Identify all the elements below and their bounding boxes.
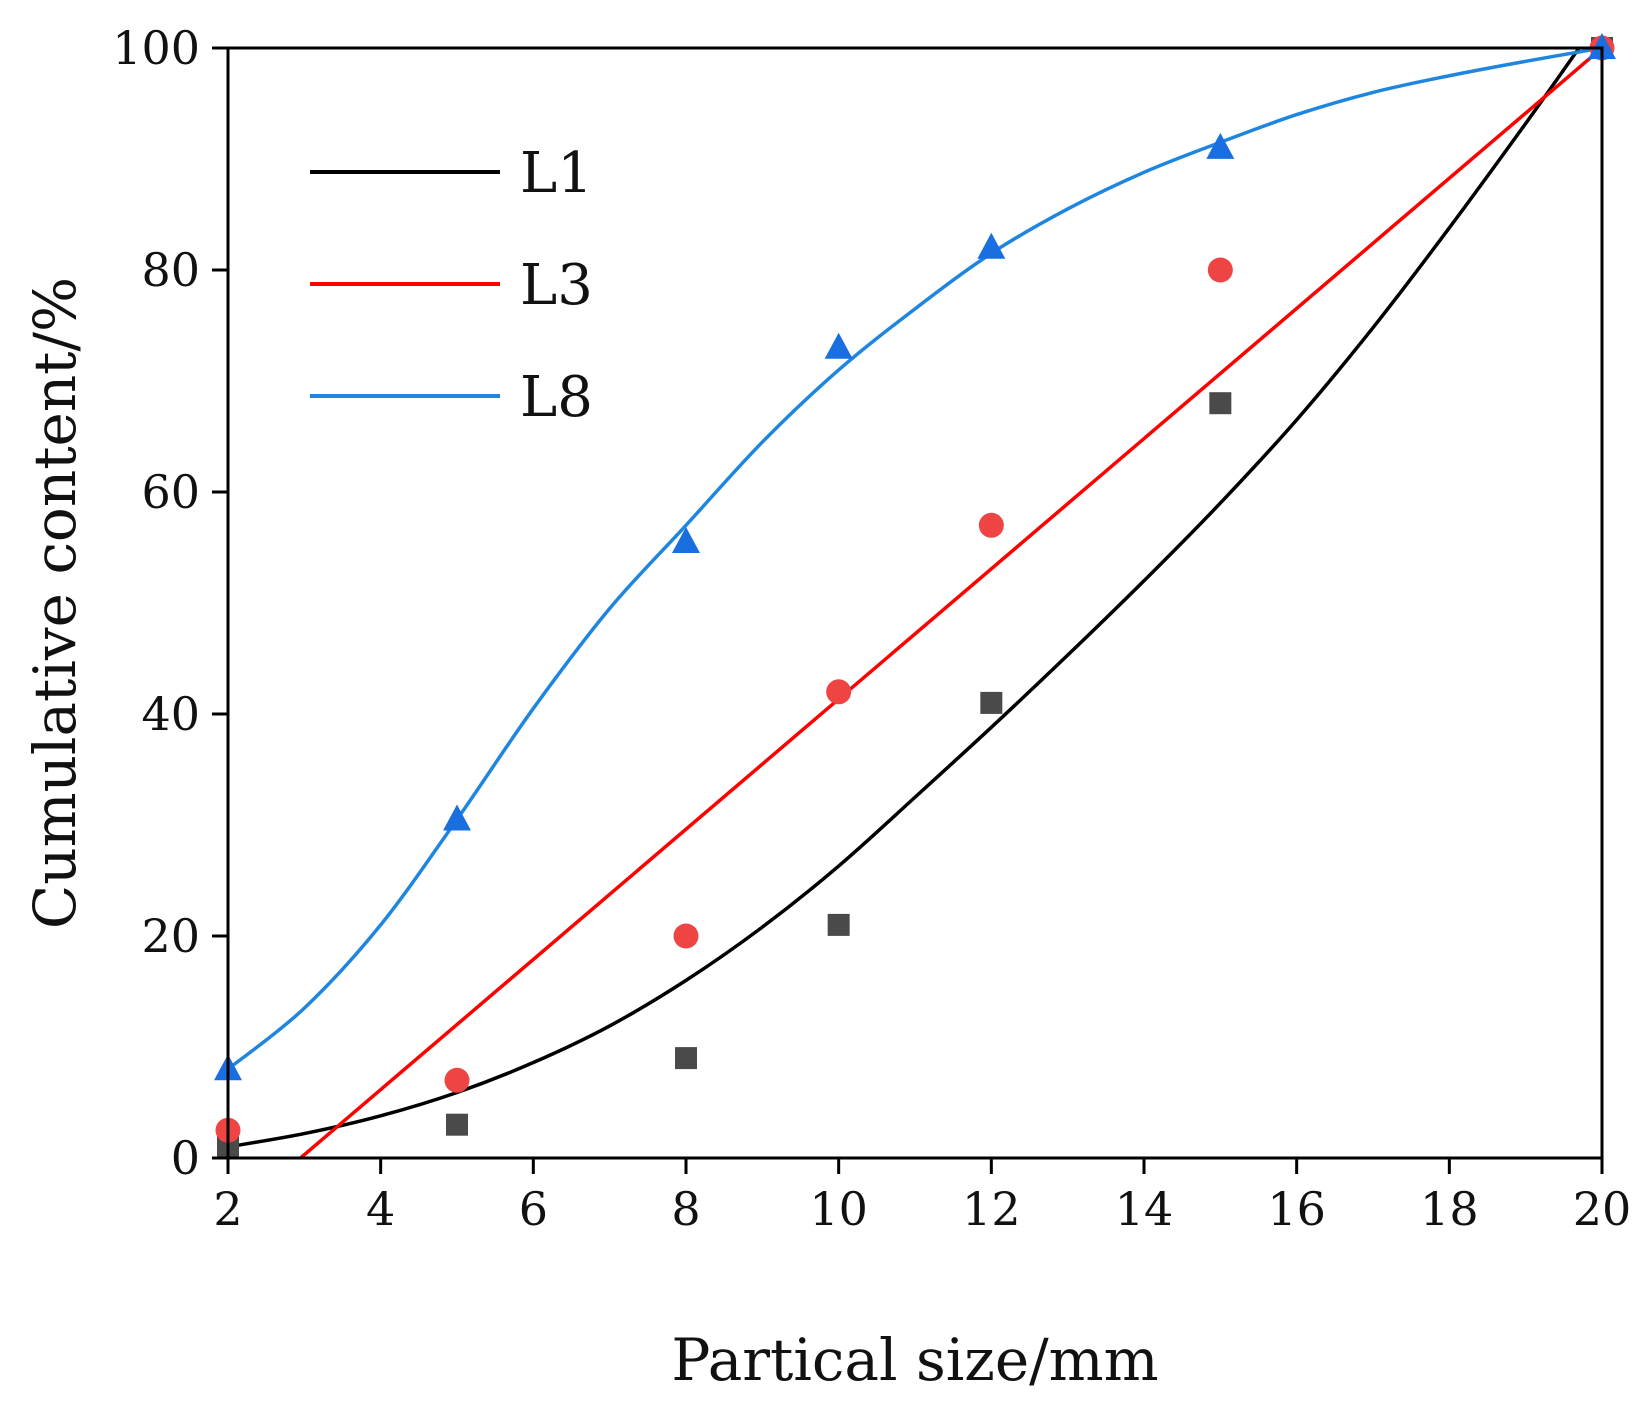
legend: L1 L3 L8 <box>310 141 593 430</box>
y-axis-title: Cumulative content/% <box>21 277 89 929</box>
y-tick-label: 60 <box>141 465 200 519</box>
fit-line-l3 <box>299 48 1602 1158</box>
y-tick-label: 40 <box>141 687 200 741</box>
marker-l8 <box>1206 132 1235 159</box>
marker-l3 <box>1207 257 1233 283</box>
marker-l3 <box>673 923 699 949</box>
data-markers <box>214 33 1616 1158</box>
fit-line-l1 <box>228 48 1581 1149</box>
x-tick-label: 18 <box>1420 1182 1479 1236</box>
marker-l8 <box>672 526 700 553</box>
x-tick-label: 12 <box>962 1182 1021 1236</box>
marker-l8 <box>443 804 471 831</box>
marker-l3 <box>444 1067 470 1093</box>
marker-l3 <box>978 512 1004 538</box>
marker-l1 <box>980 691 1003 714</box>
x-tick-label: 10 <box>809 1182 868 1236</box>
y-tick-label: 100 <box>112 21 200 75</box>
x-tick-label: 4 <box>366 1182 395 1236</box>
marker-l1 <box>446 1113 468 1136</box>
legend-label-l8: L8 <box>520 365 593 430</box>
fit-line-l8 <box>228 48 1602 1071</box>
plot-frame <box>226 46 1604 1160</box>
marker-l8 <box>977 232 1006 259</box>
marker-l8 <box>824 332 853 359</box>
x-tick-label: 2 <box>213 1182 242 1236</box>
x-axis-title: Partical size/mm <box>671 1326 1158 1394</box>
y-tick-label: 0 <box>171 1131 200 1185</box>
x-tick-label: 20 <box>1573 1182 1632 1236</box>
fit-curves <box>228 48 1602 1158</box>
x-tick-label: 8 <box>671 1182 700 1236</box>
x-tick-label: 6 <box>519 1182 548 1236</box>
marker-l1 <box>827 913 850 936</box>
marker-l3 <box>826 679 852 705</box>
legend-label-l3: L3 <box>520 253 593 318</box>
axis-ticks: 2 4 6 8 10 12 14 16 18 20 0 20 40 60 80 100 <box>112 21 1631 1236</box>
marker-l8 <box>1588 33 1616 59</box>
x-tick-label: 14 <box>1115 1182 1174 1236</box>
marker-l1 <box>675 1047 697 1070</box>
y-tick-label: 80 <box>141 243 200 297</box>
x-tick-label: 16 <box>1267 1182 1326 1236</box>
legend-label-l1: L1 <box>520 141 593 206</box>
y-tick-label: 20 <box>141 909 200 963</box>
marker-l1 <box>1209 392 1232 415</box>
